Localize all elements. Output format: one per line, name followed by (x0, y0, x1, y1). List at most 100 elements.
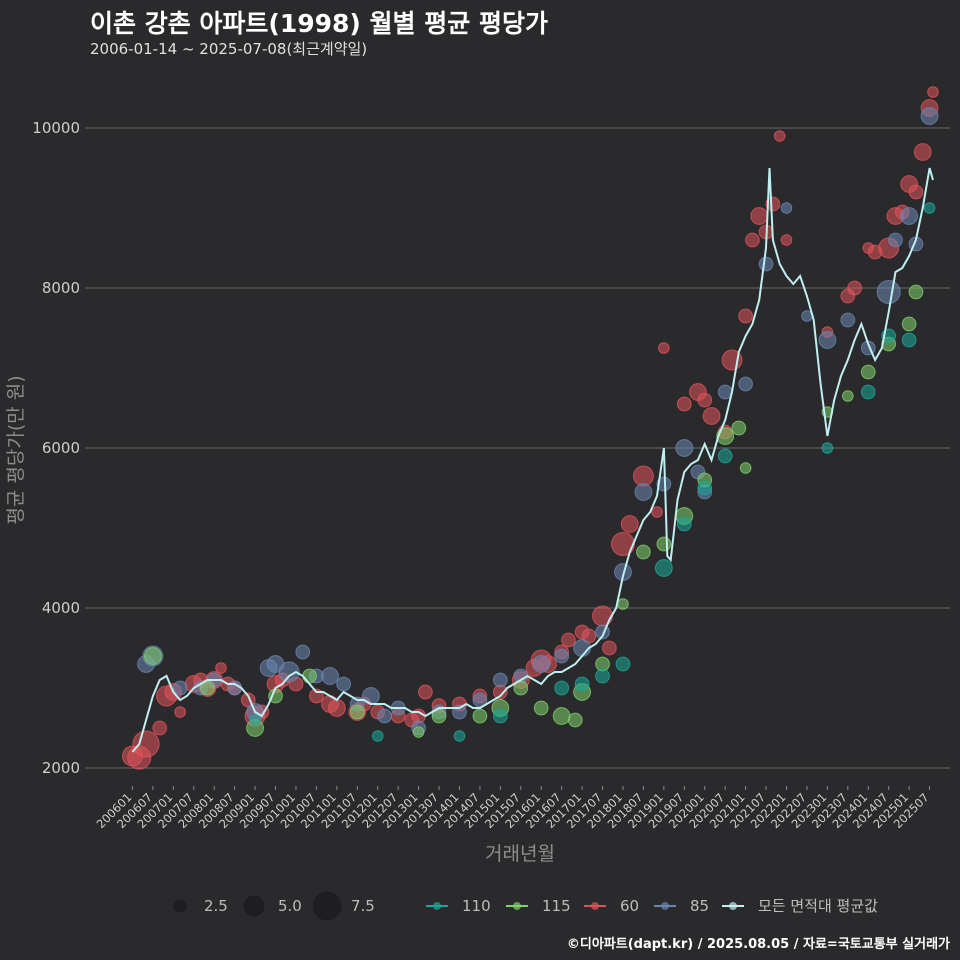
data-point-60 (908, 184, 924, 200)
data-point-110 (901, 332, 917, 348)
data-point-110 (676, 516, 692, 532)
data-point-85 (361, 687, 380, 705)
legend-size-label: 2.5 (204, 897, 228, 915)
y-tick-label: 10000 (32, 119, 80, 137)
legend-color-dot (729, 902, 737, 910)
data-point-85 (888, 232, 903, 248)
data-point-115 (842, 390, 854, 402)
y-tick-label: 8000 (42, 279, 80, 297)
x-axis-title: 거래년월 (485, 843, 555, 865)
legend-color-dot (591, 902, 599, 910)
legend-color-label: 60 (620, 897, 639, 915)
legend-color-dot (433, 902, 441, 910)
y-axis-ticks: 2000 4000 6000 8000 10000 (32, 119, 80, 777)
data-point-85 (321, 667, 339, 685)
legend-size-key (173, 899, 187, 913)
legend-size-label: 7.5 (351, 897, 375, 915)
data-point-85 (278, 661, 300, 683)
data-point-85 (920, 107, 939, 125)
data-point-110 (249, 714, 261, 726)
data-points (121, 86, 939, 770)
data-point-115 (552, 707, 571, 725)
data-point-60 (592, 605, 613, 627)
grid-lines (85, 127, 950, 769)
data-point-110 (574, 676, 590, 692)
data-point-115 (143, 647, 162, 665)
data-point-110 (860, 384, 876, 400)
data-point-115 (349, 704, 365, 720)
data-point-60 (750, 207, 769, 225)
chart-title: 이촌 강촌 아파트(1998) 월별 평균 평당가 (90, 9, 548, 38)
data-point-110 (371, 730, 384, 742)
legend-color-dot (661, 902, 669, 910)
data-point-115 (472, 708, 488, 724)
legend-size-key (243, 895, 265, 917)
legend-size-label: 5.0 (278, 897, 302, 915)
data-point-60 (927, 86, 939, 98)
data-point-60 (697, 392, 713, 408)
data-point-85 (876, 280, 901, 304)
x-axis-ticks: 2006012006072007012007072008012008072009… (94, 786, 932, 831)
data-point-115 (533, 700, 549, 716)
data-point-60 (745, 232, 760, 248)
data-point-115 (302, 668, 317, 684)
data-point-110 (717, 448, 733, 464)
data-point-60 (913, 143, 932, 161)
data-point-85 (758, 256, 774, 272)
data-point-110 (595, 668, 610, 684)
data-point-60 (780, 234, 793, 246)
chart-subtitle: 2006-01-14 ~ 2025-07-08(최근계약일) (90, 40, 368, 58)
data-point-110 (554, 680, 570, 696)
data-point-85 (675, 439, 694, 457)
data-point-60 (738, 308, 753, 324)
data-point-85 (840, 312, 856, 328)
data-point-85 (336, 676, 351, 692)
data-point-110 (654, 559, 673, 577)
data-point-110 (492, 708, 508, 724)
data-point-115 (431, 708, 447, 724)
legend-size-key (312, 891, 342, 921)
data-point-60 (651, 506, 663, 518)
data-point-115 (656, 536, 672, 552)
data-point-115 (860, 364, 876, 380)
data-point-60 (601, 640, 617, 656)
data-point-110 (615, 656, 631, 672)
source-caption: ©디아파트(dapt.kr) / 2025.08.05 / 자료=국토교통부 실… (566, 937, 950, 952)
data-point-115 (901, 316, 917, 332)
data-point-85 (492, 672, 508, 688)
y-tick-label: 2000 (42, 759, 80, 777)
y-axis-title: 평균 평당가(만 원) (5, 375, 27, 524)
legend-color-label: 110 (462, 897, 491, 915)
data-point-60 (215, 662, 227, 674)
data-point-85 (377, 708, 392, 724)
legend-color-label: 모든 면적대 평균값 (758, 897, 878, 915)
y-tick-label: 4000 (42, 599, 80, 617)
data-point-85 (172, 680, 188, 696)
data-point-85 (738, 376, 753, 392)
data-point-115 (636, 544, 651, 560)
data-point-60 (132, 730, 160, 758)
data-point-60 (327, 699, 346, 717)
data-point-60 (610, 532, 635, 556)
data-point-60 (773, 130, 786, 142)
data-point-110 (697, 480, 713, 496)
data-point-115 (567, 712, 583, 728)
data-point-60 (418, 684, 433, 700)
data-point-115 (617, 598, 629, 610)
data-point-110 (821, 442, 834, 454)
average-line-group (131, 167, 934, 753)
data-point-60 (174, 706, 186, 718)
average-line (131, 167, 934, 753)
data-point-85 (818, 331, 837, 349)
data-point-60 (658, 342, 670, 354)
data-point-60 (765, 196, 781, 212)
data-point-110 (453, 730, 466, 742)
data-point-85 (532, 655, 551, 673)
data-point-85 (295, 644, 311, 660)
data-point-110 (923, 202, 936, 214)
data-point-115 (908, 284, 924, 300)
data-point-115 (731, 420, 747, 436)
legend-color-label: 115 (542, 897, 571, 915)
data-point-60 (676, 396, 692, 412)
